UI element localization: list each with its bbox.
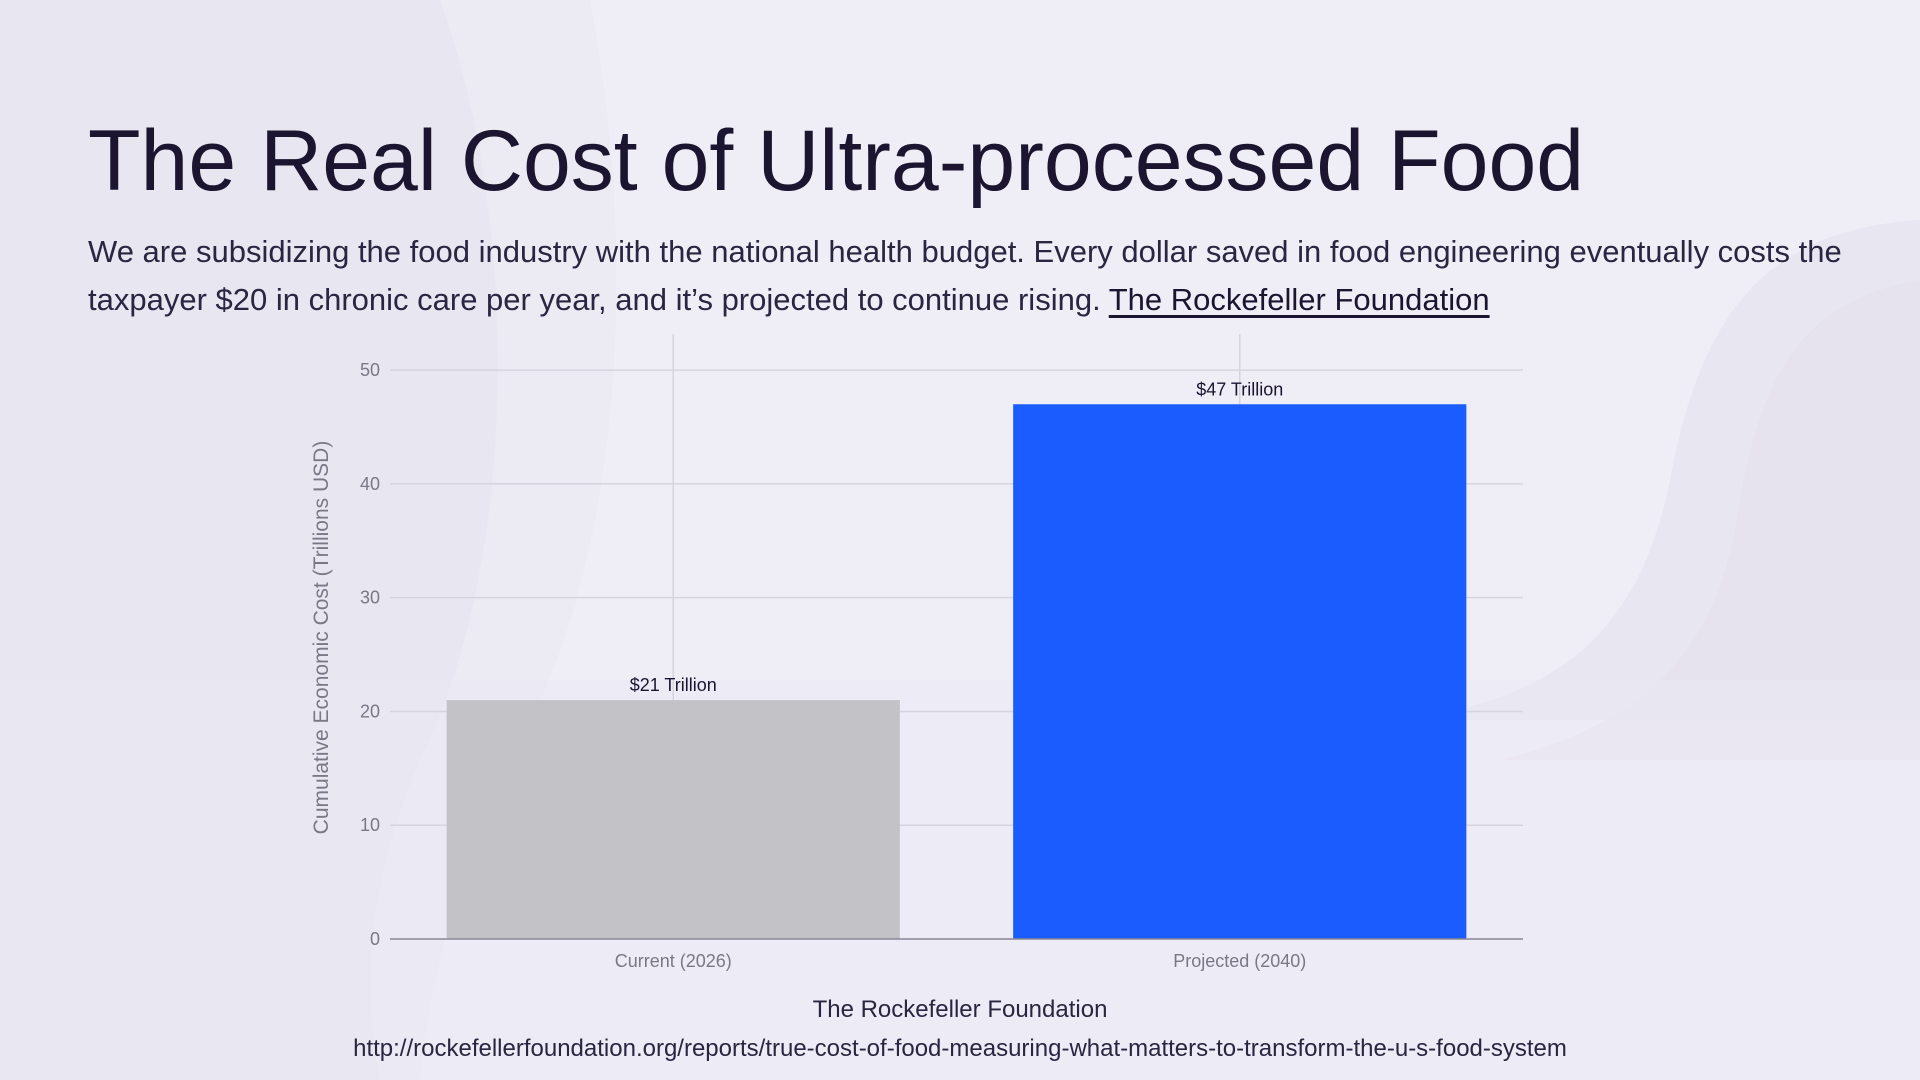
x-tick-label: Projected (2040) [1173,951,1306,971]
y-tick-label: 0 [370,929,380,949]
rockefeller-foundation-link[interactable]: The Rockefeller Foundation [1108,282,1490,317]
y-tick-label: 50 [360,360,380,380]
subtitle-text: We are subsidizing the food industry wit… [88,234,1842,317]
slide-subtitle: We are subsidizing the food industry wit… [88,228,1848,324]
axes: 0 10 20 30 40 50 Current (2026) Projected (2040… [310,360,1523,971]
source-url[interactable]: http://rockefellerfoundation.org/reports… [353,1035,1567,1062]
bar-current [446,700,900,939]
y-axis-title: Cumulative Economic Cost (Trillions USD) [310,441,333,835]
source-name: The Rockefeller Foundation [812,996,1108,1023]
data-label: $47 Trillion [1196,379,1283,399]
data-label: $21 Trillion [630,675,717,695]
bar-projected [1013,404,1467,939]
bars [446,404,1467,939]
labels: $21 Trillion $47 Trillion [630,379,1284,695]
y-tick-label: 10 [360,815,380,835]
slide-title: The Real Cost of Ultra-processed Food [88,113,1585,209]
y-tick-label: 20 [360,701,380,721]
x-tick-label: Current (2026) [615,951,732,971]
y-tick-label: 40 [360,474,380,494]
y-tick-label: 30 [360,588,380,608]
